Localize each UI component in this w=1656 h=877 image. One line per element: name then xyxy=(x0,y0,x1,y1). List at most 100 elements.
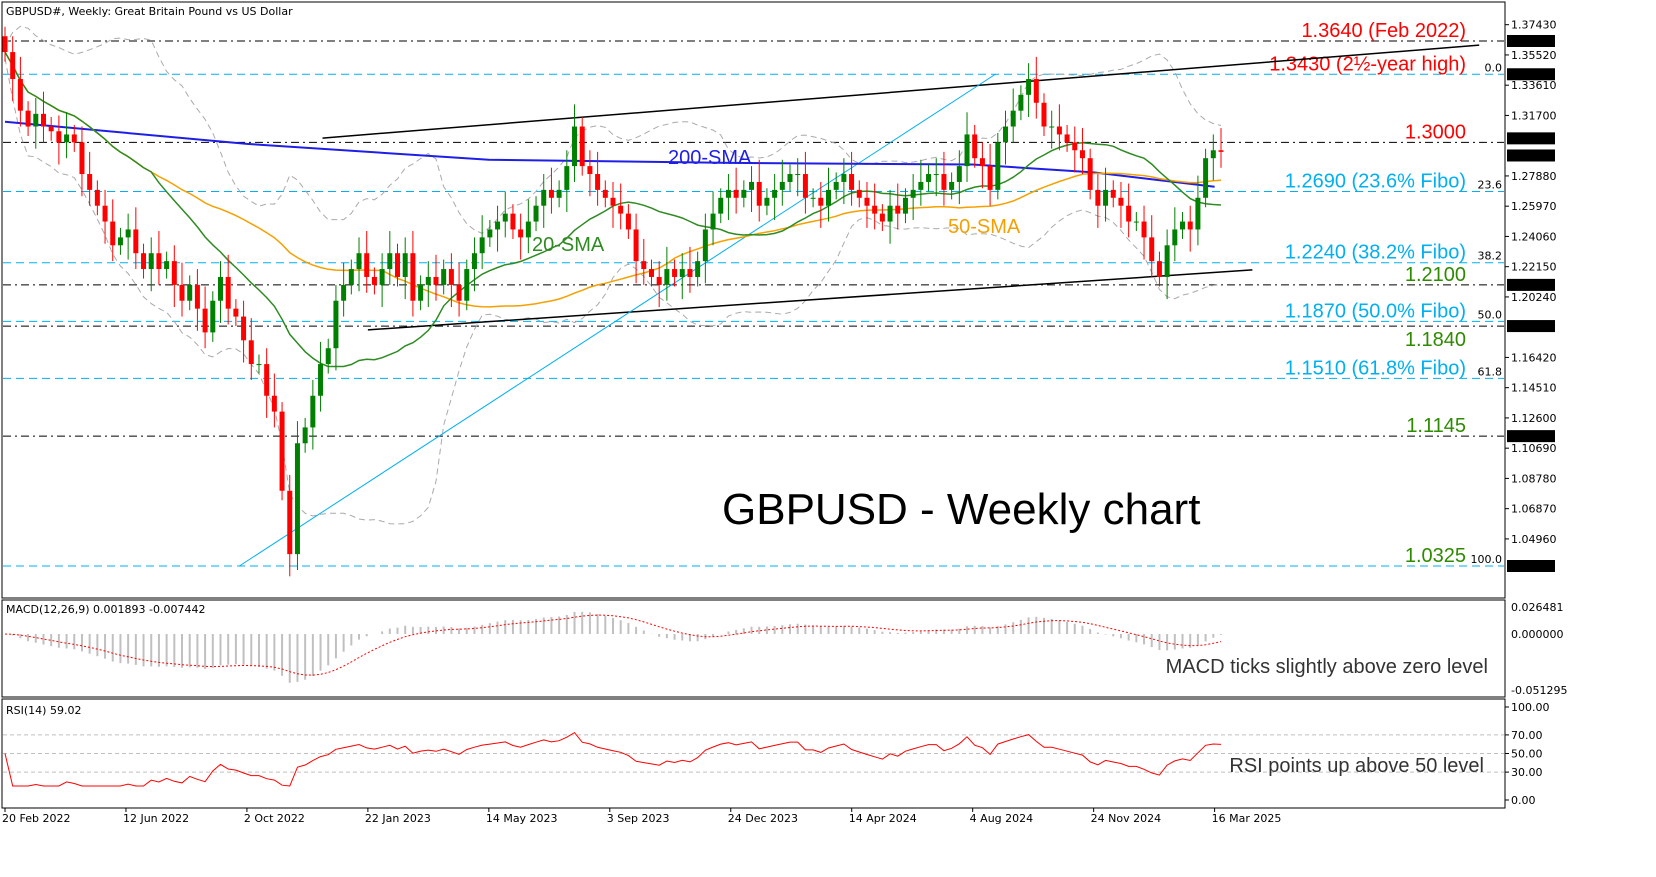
candle-body xyxy=(933,174,939,176)
candle-body xyxy=(541,189,547,206)
fibo-ratio-label: 23.6 xyxy=(1478,178,1503,191)
price-marker-label: 1.11450 xyxy=(1510,430,1556,443)
level-label: 1.2240 (38.2% Fibo) xyxy=(1285,242,1466,264)
candle-body xyxy=(279,411,285,491)
candle-body xyxy=(902,197,908,214)
date-tick-label: 16 Mar 2025 xyxy=(1212,812,1282,825)
candle-body xyxy=(133,229,139,254)
candle-body xyxy=(141,253,147,270)
date-tick-label: 14 May 2023 xyxy=(486,812,558,825)
candle-body xyxy=(510,213,516,230)
candle-body xyxy=(171,261,177,285)
candle-body xyxy=(25,110,31,127)
candles xyxy=(2,26,1224,577)
candle-body xyxy=(787,174,793,182)
macd-panel-border xyxy=(1,599,1506,698)
price-marker-label: 1.30000 xyxy=(1510,132,1556,145)
date-tick-label: 24 Nov 2024 xyxy=(1091,812,1161,825)
candle-body xyxy=(841,174,847,182)
fibo-ratio-label: 100.0 xyxy=(1471,553,1503,566)
candle-body xyxy=(225,276,231,309)
candle-body xyxy=(502,213,508,222)
rsi-tick-label: 0.00 xyxy=(1511,794,1536,807)
candle-body xyxy=(687,269,693,277)
candle-body xyxy=(302,427,308,444)
fibo-ratio-label: 0.0 xyxy=(1485,61,1503,74)
candle-body xyxy=(987,166,993,190)
candle-body xyxy=(1026,79,1032,95)
candle-body xyxy=(1187,221,1193,230)
price-marker-label: 1.03250 xyxy=(1510,560,1556,573)
rsi-tick-label: 100.00 xyxy=(1511,701,1550,714)
level-label: 1.3000 xyxy=(1405,121,1466,143)
sma20-label: 20-SMA xyxy=(532,234,605,256)
candle-body xyxy=(618,205,624,214)
candle-body xyxy=(648,269,654,277)
candle-body xyxy=(525,221,531,238)
candle-body xyxy=(825,189,831,206)
candle-body xyxy=(256,364,262,366)
trendline-lower xyxy=(367,269,1253,331)
bollinger-bands xyxy=(4,25,1222,525)
candle-body xyxy=(395,253,401,277)
candle-body xyxy=(533,205,539,222)
candle-body xyxy=(456,284,462,301)
candle-body xyxy=(1180,221,1186,230)
candle-body xyxy=(1072,142,1078,151)
candle-body xyxy=(656,276,662,285)
price-tick-label: 1.33610 xyxy=(1511,79,1557,92)
candle-body xyxy=(802,174,808,198)
price-marker xyxy=(1507,35,1555,47)
price-tick-label: 1.14510 xyxy=(1511,382,1557,395)
candle-body xyxy=(864,197,870,206)
candle-body xyxy=(633,229,639,262)
candle-body xyxy=(379,269,385,285)
candle-body xyxy=(779,181,785,190)
price-marker xyxy=(1507,149,1555,162)
candle-body xyxy=(1010,110,1016,127)
candle-body xyxy=(194,284,200,309)
candle-body xyxy=(233,308,239,317)
candle-body xyxy=(1056,126,1062,135)
candle-body xyxy=(471,253,477,270)
candle-body xyxy=(602,189,608,198)
candle-body xyxy=(418,284,424,301)
candle-body xyxy=(341,284,347,301)
candle-body xyxy=(1049,126,1055,128)
price-tick-label: 1.10690 xyxy=(1511,442,1557,455)
candle-body xyxy=(1133,221,1139,223)
candle-body xyxy=(910,189,916,198)
candle-body xyxy=(833,181,839,190)
price-marker-label: 1.36400 xyxy=(1510,35,1556,48)
candle-body xyxy=(356,253,362,270)
candle-body xyxy=(325,348,331,365)
candle-body xyxy=(117,237,123,246)
chart-header: GBPUSD#, Weekly: Great Britain Pound vs … xyxy=(6,5,293,18)
candle-body xyxy=(795,174,801,176)
axes: 1.37430 1.35520 1.33610 1.31700 1.27880 1.259… xyxy=(2,19,1567,825)
candle-body xyxy=(71,134,77,143)
price-tick-label: 1.37430 xyxy=(1511,19,1557,32)
candle-body xyxy=(1156,261,1162,277)
candle-body xyxy=(387,253,393,270)
candle-body xyxy=(702,229,708,262)
candle-body xyxy=(371,276,377,285)
level-label: 1.1510 (61.8% Fibo) xyxy=(1285,357,1466,379)
candle-body xyxy=(1218,150,1224,152)
rsi-panel-border xyxy=(1,698,1506,809)
rsi-panel xyxy=(3,731,1504,787)
candle-body xyxy=(572,126,578,167)
fibo-ratio-label: 38.2 xyxy=(1478,250,1503,263)
price-tick-label: 1.31700 xyxy=(1511,109,1557,122)
candle-body xyxy=(895,205,901,214)
price-marker xyxy=(1507,320,1555,333)
candle-body xyxy=(579,126,585,167)
date-tick-label: 3 Sep 2023 xyxy=(607,812,670,825)
candle-body xyxy=(741,189,747,198)
candle-body xyxy=(248,340,254,365)
candle-body xyxy=(1118,197,1124,206)
trendline-upper xyxy=(322,44,1480,139)
macd-tick-label: 0.026481 xyxy=(1511,601,1564,614)
price-tick-label: 1.08780 xyxy=(1511,472,1557,485)
price-marker xyxy=(1507,278,1555,291)
